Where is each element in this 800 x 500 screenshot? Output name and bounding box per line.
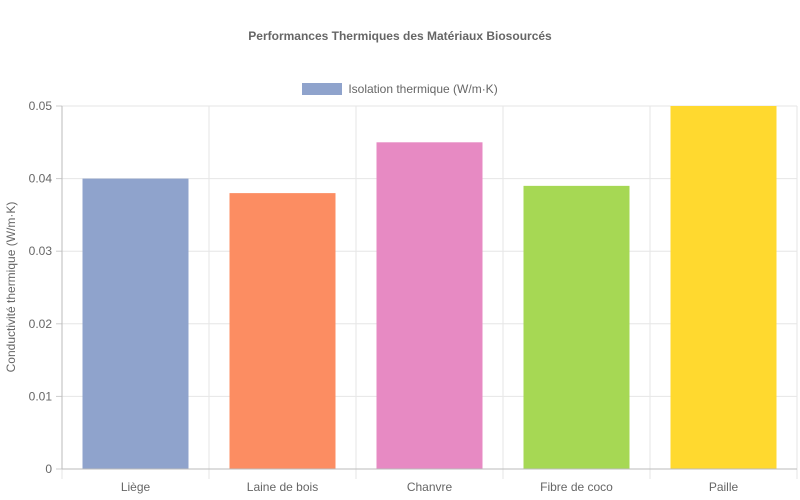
y-tick-label: 0.04 [29, 172, 53, 186]
legend[interactable]: Isolation thermique (W/m·K) [0, 82, 800, 96]
bar-chanvre [376, 142, 483, 470]
x-tick-label: Paille [709, 480, 739, 494]
y-tick-label: 0.01 [29, 389, 53, 403]
legend-swatch [302, 83, 343, 95]
x-tick-label: Chanvre [407, 480, 453, 494]
legend-label: Isolation thermique (W/m·K) [348, 82, 498, 96]
bar-li-ge [82, 178, 189, 469]
y-tick-label: 0.05 [29, 99, 53, 113]
y-axis-label: Conductivité thermique (W/m·K) [4, 202, 18, 373]
bar-fibre-de-coco [523, 185, 630, 470]
bar-paille [670, 106, 777, 469]
chart-title: Performances Thermiques des Matériaux Bi… [248, 29, 552, 43]
bar-laine-de-bois [229, 193, 336, 469]
y-tick-label: 0.03 [29, 244, 53, 258]
y-tick-label: 0 [45, 462, 52, 476]
x-tick-label: Fibre de coco [540, 480, 613, 494]
x-tick-label: Laine de bois [247, 480, 318, 494]
x-tick-label: Liège [121, 480, 151, 494]
y-tick-label: 0.02 [29, 317, 53, 331]
